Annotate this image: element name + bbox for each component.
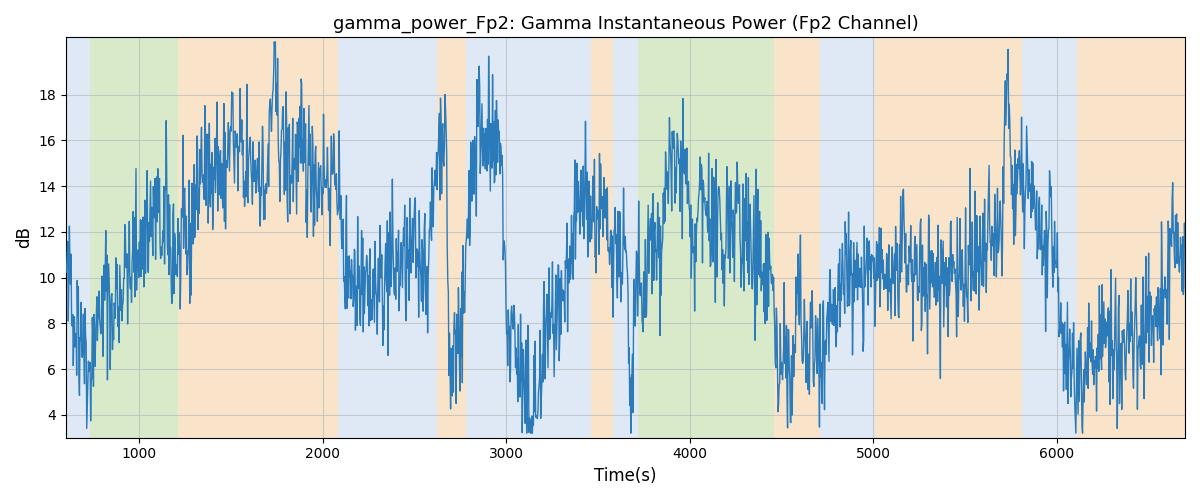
Bar xyxy=(590,38,613,438)
Bar xyxy=(875,38,1021,438)
X-axis label: Time(s): Time(s) xyxy=(594,467,656,485)
Bar xyxy=(466,38,590,438)
Bar xyxy=(437,38,466,438)
Bar xyxy=(1076,38,1184,438)
Bar xyxy=(90,38,178,438)
Bar xyxy=(820,38,875,438)
Bar xyxy=(178,38,337,438)
Y-axis label: dB: dB xyxy=(14,226,32,248)
Title: gamma_power_Fp2: Gamma Instantaneous Power (Fp2 Channel): gamma_power_Fp2: Gamma Instantaneous Pow… xyxy=(332,15,918,34)
Bar xyxy=(774,38,820,438)
Bar xyxy=(638,38,774,438)
Bar xyxy=(66,38,90,438)
Bar xyxy=(613,38,638,438)
Bar xyxy=(1021,38,1076,438)
Bar xyxy=(337,38,437,438)
